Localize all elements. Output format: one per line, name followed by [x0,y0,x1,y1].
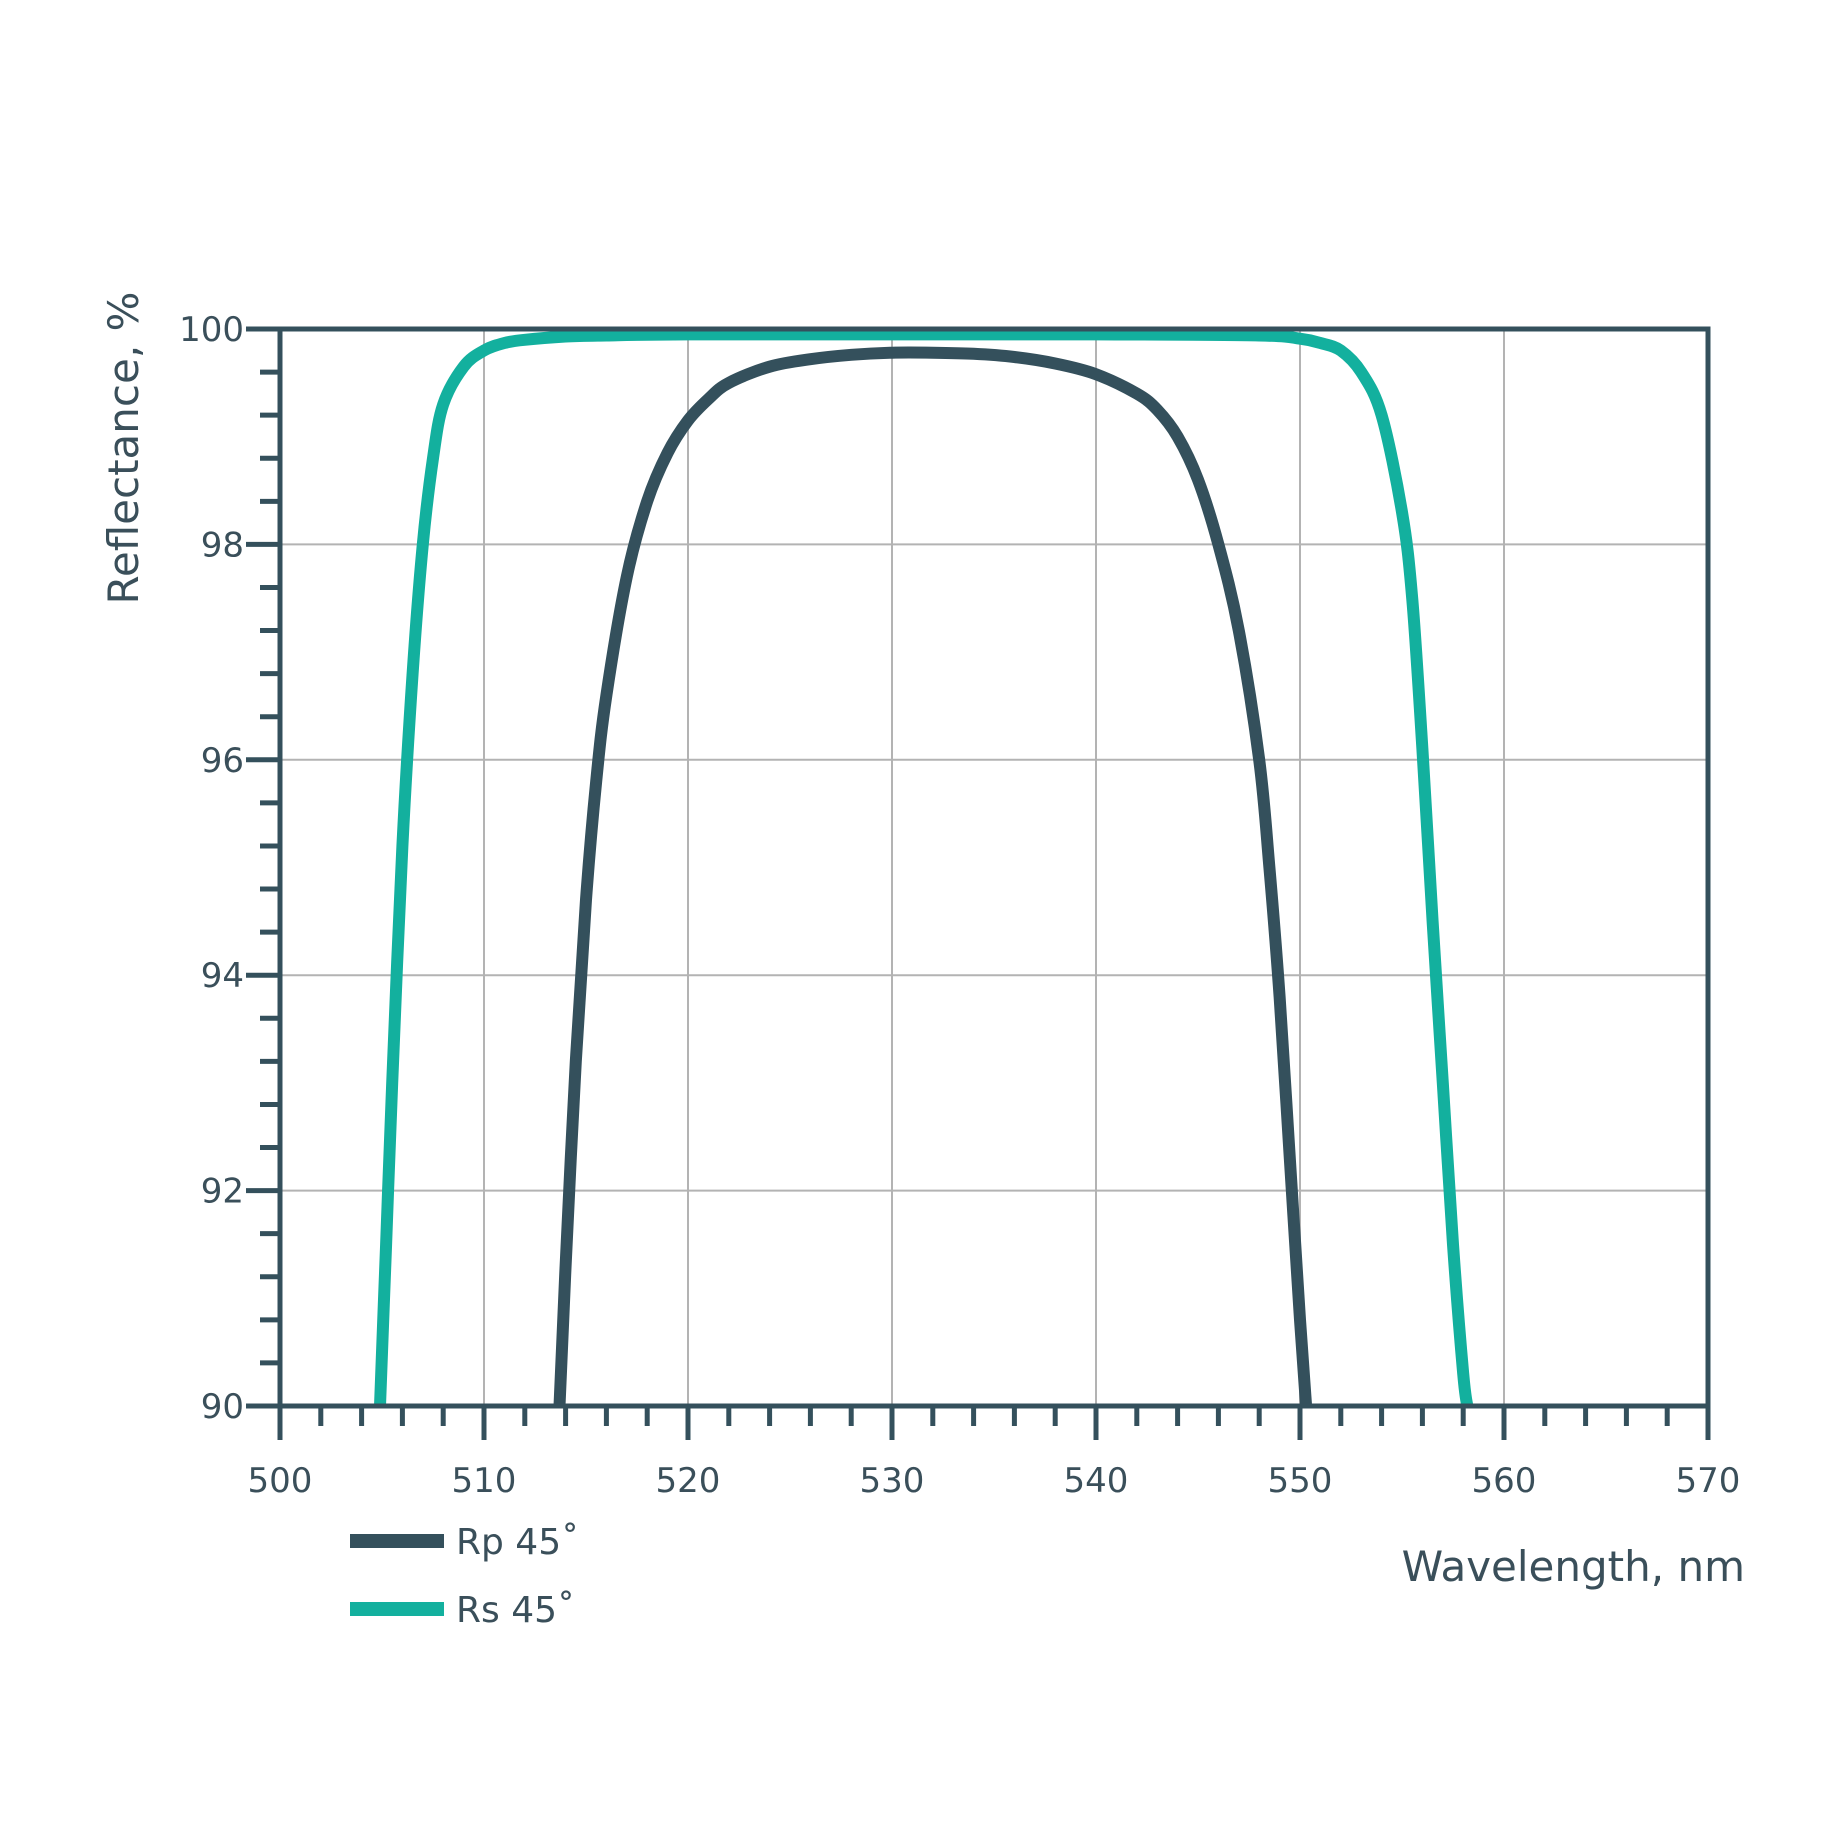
legend-label-rs: Rs 45˚ [456,1590,575,1631]
x-tick-label: 550 [1268,1461,1333,1501]
x-tick-label: 560 [1472,1461,1537,1501]
y-tick-label: 100 [179,310,244,350]
x-tick-label: 540 [1064,1461,1129,1501]
series-line-rp [553,346,1313,1407]
x-tick-label: 570 [1676,1461,1741,1501]
legend-label-rp: Rp 45˚ [456,1522,579,1563]
y-tick-label: 92 [201,1172,244,1212]
axis-ticks [246,326,1711,1440]
legend: Rp 45˚ Rs 45˚ [350,1522,579,1631]
x-axis-title: Wavelength, nm [1402,1542,1745,1591]
y-tick-label: 90 [201,1387,244,1427]
y-tick-label: 96 [201,741,244,781]
series-lines [374,328,1474,1407]
plot-frame [277,326,1711,1409]
grid [280,329,1708,1406]
y-tick-label: 94 [201,956,244,996]
y-axis-title: Reflectance, % [99,292,148,605]
series-line-rs [374,328,1474,1407]
y-tick-label: 98 [201,525,244,565]
x-tick-label: 530 [860,1461,925,1501]
x-tick-label: 500 [248,1461,313,1501]
x-tick-label: 510 [452,1461,517,1501]
tick-labels: 500 510 520 530 540 550 560 570 90 92 94 96 98 100 [179,310,1740,1501]
x-tick-label: 520 [656,1461,721,1501]
